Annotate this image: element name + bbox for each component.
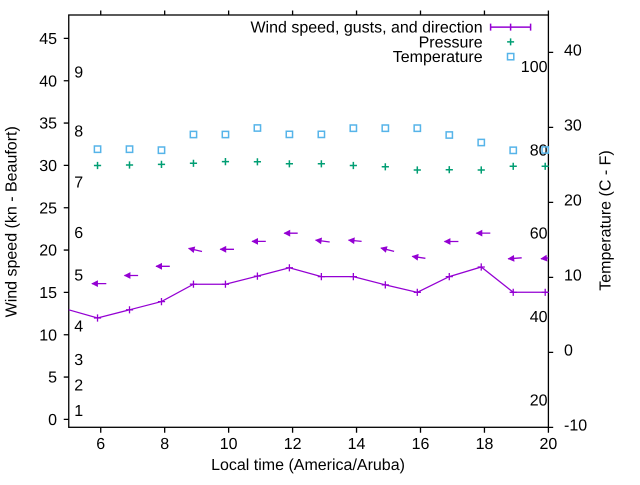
svg-text:0: 0 (564, 342, 573, 359)
svg-text:18: 18 (476, 436, 494, 453)
svg-text:20: 20 (564, 192, 582, 209)
svg-text:Temperature: Temperature (393, 49, 483, 66)
svg-text:-10: -10 (564, 417, 587, 434)
svg-text:10: 10 (564, 267, 582, 284)
svg-text:60: 60 (530, 226, 548, 243)
svg-text:30: 30 (564, 117, 582, 134)
svg-text:15: 15 (39, 285, 57, 302)
svg-text:10: 10 (39, 327, 57, 344)
svg-text:4: 4 (74, 318, 83, 335)
svg-text:Wind speed (kn - Beaufort): Wind speed (kn - Beaufort) (4, 126, 21, 317)
svg-text:40: 40 (39, 73, 57, 90)
svg-text:16: 16 (412, 436, 430, 453)
svg-text:10: 10 (220, 436, 238, 453)
svg-text:8: 8 (74, 124, 83, 141)
svg-text:0: 0 (48, 412, 57, 429)
svg-text:7: 7 (74, 174, 83, 191)
svg-text:2: 2 (74, 378, 83, 395)
svg-text:30: 30 (39, 158, 57, 175)
svg-text:8: 8 (160, 436, 169, 453)
svg-text:14: 14 (348, 436, 366, 453)
svg-text:6: 6 (96, 436, 105, 453)
svg-text:5: 5 (74, 268, 83, 285)
svg-text:Wind speed, gusts, and directi: Wind speed, gusts, and direction (250, 20, 482, 37)
svg-text:20: 20 (39, 243, 57, 260)
svg-text:9: 9 (74, 64, 83, 81)
svg-text:Local time (America/Aruba): Local time (America/Aruba) (211, 457, 405, 474)
svg-text:45: 45 (39, 31, 57, 48)
svg-text:Pressure: Pressure (419, 34, 483, 51)
svg-text:5: 5 (48, 370, 57, 387)
svg-text:20: 20 (540, 436, 558, 453)
svg-text:100: 100 (521, 59, 548, 76)
svg-text:6: 6 (74, 225, 83, 242)
svg-text:25: 25 (39, 200, 57, 217)
svg-text:80: 80 (530, 142, 548, 159)
svg-text:12: 12 (284, 436, 302, 453)
svg-text:3: 3 (74, 352, 83, 369)
svg-text:1: 1 (74, 403, 83, 420)
svg-text:40: 40 (564, 42, 582, 59)
svg-text:40: 40 (530, 309, 548, 326)
svg-text:20: 20 (530, 392, 548, 409)
svg-text:35: 35 (39, 116, 57, 133)
svg-text:Temperature (C - F): Temperature (C - F) (598, 150, 615, 290)
